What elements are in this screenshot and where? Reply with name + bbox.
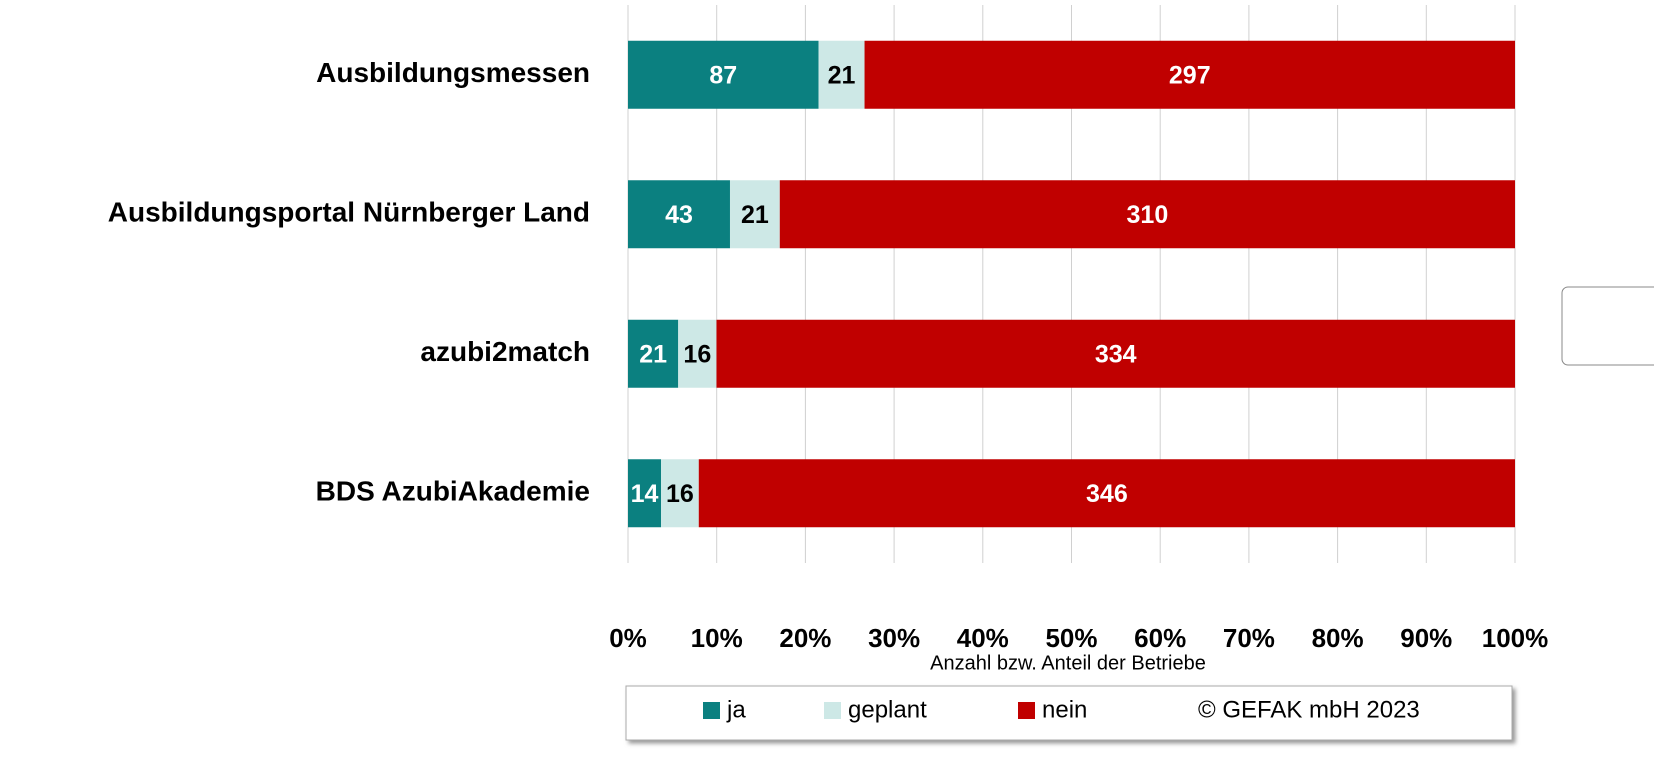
data-label: 21 bbox=[639, 340, 667, 368]
bar-segment bbox=[729, 180, 780, 249]
decor-box bbox=[1561, 286, 1654, 366]
data-label: 43 bbox=[665, 201, 693, 229]
x-tick-label: 10% bbox=[691, 623, 743, 653]
data-label: 14 bbox=[631, 480, 659, 508]
data-label: 346 bbox=[1086, 480, 1128, 508]
data-label: 21 bbox=[828, 61, 856, 89]
x-tick-label: 90% bbox=[1400, 623, 1452, 653]
bar-segment bbox=[698, 459, 1515, 528]
x-tick-label: 20% bbox=[779, 623, 831, 653]
x-tick-label: 50% bbox=[1045, 623, 1097, 653]
bar-segment bbox=[716, 319, 1515, 388]
x-tick-label: 100% bbox=[1482, 623, 1549, 653]
legend-label: geplant bbox=[848, 696, 927, 723]
bar-segment bbox=[818, 40, 865, 109]
legend-source: © GEFAK mbH 2023 bbox=[1198, 696, 1420, 723]
bar-segment bbox=[864, 40, 1515, 109]
category-label: Ausbildungsportal Nürnberger Land bbox=[108, 197, 590, 228]
bar-segment bbox=[628, 180, 730, 249]
legend-swatch bbox=[703, 702, 720, 719]
legend-swatch bbox=[824, 702, 841, 719]
legend-label: ja bbox=[726, 696, 746, 723]
x-tick-label: 80% bbox=[1312, 623, 1364, 653]
x-tick-label: 70% bbox=[1223, 623, 1275, 653]
bar-segment bbox=[628, 319, 679, 388]
data-label: 310 bbox=[1127, 201, 1169, 229]
data-label: 334 bbox=[1095, 340, 1137, 368]
category-label: BDS AzubiAkademie bbox=[316, 476, 590, 507]
x-tick-label: 60% bbox=[1134, 623, 1186, 653]
x-axis-label: Anzahl bzw. Anteil der Betriebe bbox=[930, 652, 1206, 674]
legend-label: nein bbox=[1042, 696, 1087, 723]
data-label: 16 bbox=[683, 340, 711, 368]
bar-segment bbox=[628, 459, 662, 528]
x-tick-label: 0% bbox=[609, 623, 647, 653]
legend-swatch bbox=[1018, 702, 1035, 719]
data-label: 297 bbox=[1169, 61, 1211, 89]
data-label: 16 bbox=[666, 480, 694, 508]
x-tick-label: 40% bbox=[957, 623, 1009, 653]
bar-segment bbox=[628, 40, 819, 109]
legend-box bbox=[625, 685, 1513, 741]
x-tick-label: 30% bbox=[868, 623, 920, 653]
data-label: 21 bbox=[741, 201, 769, 229]
category-label: azubi2match bbox=[420, 336, 590, 367]
data-label: 87 bbox=[709, 61, 737, 89]
category-label: Ausbildungsmessen bbox=[316, 57, 590, 88]
bar-segment bbox=[779, 180, 1515, 249]
bar-segment bbox=[678, 319, 717, 388]
bar-segment bbox=[661, 459, 699, 528]
